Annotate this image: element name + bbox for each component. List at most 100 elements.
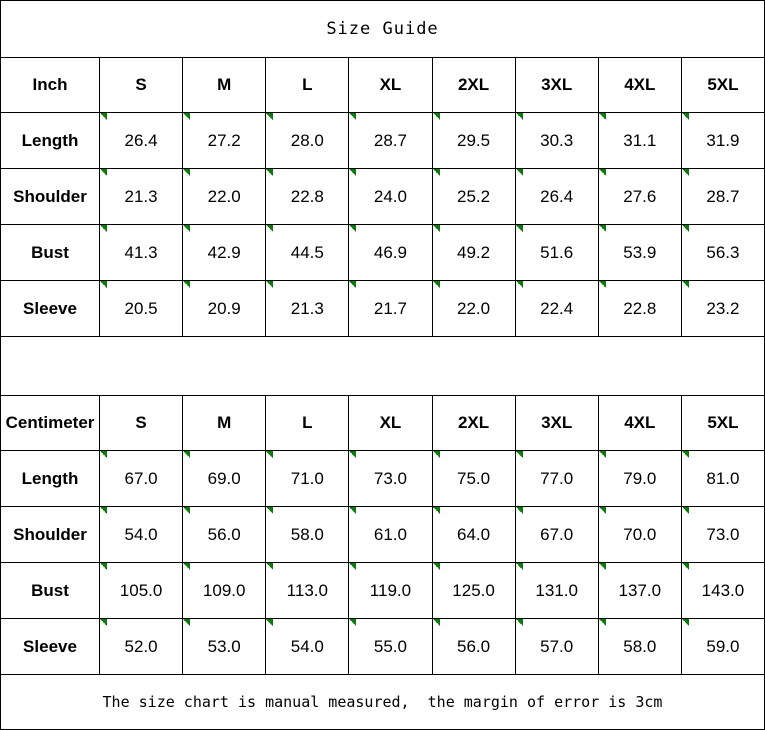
cell-corner-marker-icon [266,619,274,626]
cell-corner-marker-icon [349,281,357,288]
title-row: Size Guide [1,1,764,58]
size-header-xl: XL [349,396,433,450]
cell-corner-marker-icon [515,113,523,120]
measurement-value: 113.0 [266,563,350,618]
measurement-value: 67.0 [100,451,184,506]
cell-corner-marker-icon [598,563,606,570]
cell-corner-marker-icon [681,451,689,458]
measurement-value-text: 29.5 [457,130,491,150]
measurement-value-text: 57.0 [540,636,574,656]
measurement-value-text: 28.7 [373,130,407,150]
cell-corner-marker-icon [183,507,191,514]
measurement-value-text: 58.0 [623,636,657,656]
measurement-value: 143.0 [681,563,764,618]
measurement-value-text: 42.9 [207,242,241,262]
cell-corner-marker-icon [349,225,357,232]
measurement-value: 53.0 [183,619,267,674]
table-header-row: Centimeter S M L XL 2XL 3XL 4XL 5XL [1,396,764,451]
measurement-value-text: 55.0 [373,636,407,656]
measurement-value: 77.0 [515,451,599,506]
cell-corner-marker-icon [432,563,440,570]
cell-corner-marker-icon [349,451,357,458]
measurement-label: Bust [1,563,100,618]
measurement-value: 20.9 [183,281,267,336]
measurement-value: 21.7 [349,281,433,336]
measurement-value-text: 75.0 [457,468,491,488]
cell-corner-marker-icon [598,169,606,176]
measurement-value: 54.0 [266,619,350,674]
measurement-value-text: 30.3 [540,130,574,150]
measurement-value: 31.9 [681,113,764,168]
measurement-value: 23.2 [681,281,764,336]
unit-label: Centimeter [1,396,100,450]
cell-corner-marker-icon [183,281,191,288]
measurement-value-text: 54.0 [290,636,324,656]
measurement-value-text: 137.0 [618,580,662,600]
measurement-value-text: 53.9 [623,242,657,262]
cell-corner-marker-icon [598,281,606,288]
size-header-m: M [183,58,267,112]
measurement-value: 73.0 [349,451,433,506]
measurement-value: 28.7 [681,169,764,224]
measurement-value: 44.5 [266,225,350,280]
cell-corner-marker-icon [349,169,357,176]
size-header-2xl: 2XL [433,58,516,112]
measurement-value-text: 28.7 [706,186,740,206]
size-header-5xl: 5XL [707,75,739,94]
cell-corner-marker-icon [432,451,440,458]
cell-corner-marker-icon [349,507,357,514]
cell-corner-marker-icon [349,563,357,570]
measurement-value-text: 31.9 [706,130,740,150]
measurement-value-text: 22.8 [623,298,657,318]
measurement-value: 61.0 [349,507,433,562]
table-row: Sleeve 52.0 53.0 54.0 55.0 56.0 57.0 58.0 59.0 [1,619,764,675]
measurement-value-text: 70.0 [623,524,657,544]
table-row: Sleeve 20.5 20.9 21.3 21.7 22.0 22.4 22.8 23.2 [1,281,764,337]
measurement-value: 70.0 [598,507,682,562]
measurement-value: 105.0 [100,563,184,618]
cell-corner-marker-icon [681,563,689,570]
measurement-value-text: 27.2 [207,130,241,150]
measurement-label: Length [1,451,100,506]
measurement-value: 71.0 [266,451,350,506]
measurement-value-text: 56.0 [457,636,491,656]
measurement-value: 75.0 [432,451,516,506]
measurement-value-text: 49.2 [457,242,491,262]
cell-corner-marker-icon [266,113,274,120]
measurement-value: 56.0 [183,507,267,562]
measurement-value: 25.2 [432,169,516,224]
measurement-value: 49.2 [432,225,516,280]
measurement-value-text: 23.2 [706,298,740,318]
cell-corner-marker-icon [183,169,191,176]
cell-corner-marker-icon [100,281,107,288]
measurement-value: 22.0 [432,281,516,336]
cell-corner-marker-icon [183,619,191,626]
measurement-value-text: 52.0 [124,636,158,656]
measurement-value-text: 26.4 [124,130,158,150]
measurement-value-text: 79.0 [623,468,657,488]
measurement-value-text: 22.0 [207,186,241,206]
cell-corner-marker-icon [100,507,107,514]
measurement-value-text: 56.3 [706,242,740,262]
cell-corner-marker-icon [266,169,274,176]
cell-corner-marker-icon [349,619,357,626]
measurement-label: Shoulder [1,169,100,224]
footer-row: The size chart is manual measured, the m… [1,675,764,729]
measurement-value-text: 119.0 [369,580,412,600]
cell-corner-marker-icon [515,451,523,458]
measurement-value: 58.0 [266,507,350,562]
cell-corner-marker-icon [515,619,523,626]
cell-corner-marker-icon [515,281,523,288]
measurement-value-text: 105.0 [119,580,163,600]
measurement-value-text: 67.0 [540,524,574,544]
measurement-value-text: 22.0 [457,298,491,318]
unit-label: Inch [1,58,100,112]
cell-corner-marker-icon [183,225,191,232]
measurement-value-text: 21.7 [373,298,407,318]
measurement-value-text: 53.0 [207,636,241,656]
size-header-4xl: 4XL [599,396,682,450]
measurement-label: Sleeve [1,619,100,674]
measurement-value: 26.4 [515,169,599,224]
measurement-value: 81.0 [681,451,764,506]
